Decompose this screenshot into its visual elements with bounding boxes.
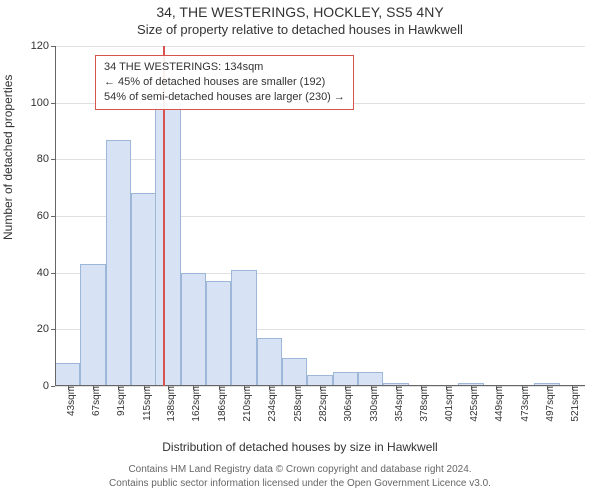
y-tick-label: 100 xyxy=(31,97,55,109)
y-axis-label: Number of detached properties xyxy=(1,75,15,240)
y-tick-label: 0 xyxy=(43,380,55,392)
chart-container: { "title": "34, THE WESTERINGS, HOCKLEY,… xyxy=(0,0,600,500)
x-tick-label: 138sqm xyxy=(162,386,177,422)
x-tick-label: 306sqm xyxy=(339,386,354,422)
x-tick-label: 401sqm xyxy=(440,386,455,422)
histogram-bar xyxy=(231,270,256,386)
x-tick-label: 378sqm xyxy=(415,386,430,422)
grid-line xyxy=(55,46,585,47)
histogram-bar xyxy=(131,193,156,386)
y-tick-label: 120 xyxy=(31,40,55,52)
x-tick-label: 115sqm xyxy=(138,386,153,421)
x-tick-label: 67sqm xyxy=(87,386,102,416)
histogram-bar xyxy=(358,372,383,386)
histogram-bar xyxy=(106,140,131,387)
x-tick-label: 497sqm xyxy=(541,386,556,422)
x-tick-label: 162sqm xyxy=(187,386,202,422)
grid-line xyxy=(55,159,585,160)
info-box-line: 34 THE WESTERINGS: 134sqm xyxy=(104,60,345,75)
histogram-bar xyxy=(80,264,105,386)
histogram-bar xyxy=(282,358,307,386)
info-box-line: ← 45% of detached houses are smaller (19… xyxy=(104,75,345,90)
x-tick-label: 354sqm xyxy=(390,386,405,422)
histogram-bar xyxy=(55,363,80,386)
footer-line-2: Contains public sector information licen… xyxy=(0,478,600,489)
x-tick-label: 449sqm xyxy=(490,386,505,422)
info-box: 34 THE WESTERINGS: 134sqm← 45% of detach… xyxy=(95,55,354,110)
histogram-bar xyxy=(206,281,231,386)
x-tick-label: 425sqm xyxy=(465,386,480,422)
footer-line-1: Contains HM Land Registry data © Crown c… xyxy=(0,464,600,475)
y-axis-line xyxy=(55,46,56,386)
histogram-bar xyxy=(155,103,180,386)
x-tick-label: 521sqm xyxy=(566,386,581,422)
x-tick-label: 234sqm xyxy=(263,386,278,422)
x-tick-label: 282sqm xyxy=(314,386,329,422)
histogram-bar xyxy=(181,273,206,386)
x-tick-label: 258sqm xyxy=(289,386,304,422)
x-tick-label: 91sqm xyxy=(112,386,127,416)
x-tick-label: 330sqm xyxy=(365,386,380,422)
histogram-bar xyxy=(333,372,358,386)
x-axis-label: Distribution of detached houses by size … xyxy=(0,440,600,454)
x-tick-label: 210sqm xyxy=(238,386,253,422)
x-tick-label: 473sqm xyxy=(516,386,531,422)
x-tick-label: 186sqm xyxy=(213,386,228,422)
info-box-line: 54% of semi-detached houses are larger (… xyxy=(104,90,345,105)
y-tick-label: 40 xyxy=(37,267,55,279)
x-tick-label: 43sqm xyxy=(62,386,77,416)
y-tick-label: 80 xyxy=(37,153,55,165)
histogram-bar xyxy=(257,338,282,386)
chart-title: 34, THE WESTERINGS, HOCKLEY, SS5 4NY xyxy=(0,4,600,20)
chart-subtitle: Size of property relative to detached ho… xyxy=(0,22,600,37)
y-tick-label: 60 xyxy=(37,210,55,222)
y-tick-label: 20 xyxy=(37,323,55,335)
